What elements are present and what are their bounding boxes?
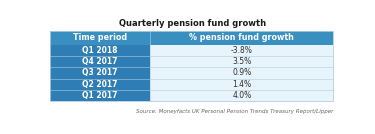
Bar: [50, 31, 333, 101]
Text: Q2 2017: Q2 2017: [82, 80, 118, 89]
Text: % pension fund growth: % pension fund growth: [189, 33, 294, 42]
Bar: [150, 31, 333, 45]
Text: 3.5%: 3.5%: [232, 57, 251, 66]
Text: Source: Moneyfacts UK Personal Pension Trends Treasury Report/Lipper: Source: Moneyfacts UK Personal Pension T…: [136, 109, 333, 114]
Text: Q1 2018: Q1 2018: [82, 46, 118, 55]
Text: Time period: Time period: [73, 33, 127, 42]
Bar: [150, 90, 333, 101]
Bar: [150, 79, 333, 90]
Text: 0.9%: 0.9%: [232, 68, 251, 77]
Bar: [150, 67, 333, 79]
Bar: [50, 90, 150, 101]
Text: Q4 2017: Q4 2017: [82, 57, 118, 66]
Text: Quarterly pension fund growth: Quarterly pension fund growth: [118, 19, 266, 28]
Text: 4.0%: 4.0%: [232, 91, 251, 100]
Bar: [50, 56, 150, 67]
Bar: [50, 79, 150, 90]
Bar: [50, 31, 150, 45]
Bar: [50, 45, 150, 56]
Bar: [150, 45, 333, 56]
Text: -3.8%: -3.8%: [231, 46, 253, 55]
Bar: [50, 67, 150, 79]
Text: 1.4%: 1.4%: [232, 80, 251, 89]
Text: Q1 2017: Q1 2017: [82, 91, 118, 100]
Text: Q3 2017: Q3 2017: [82, 68, 118, 77]
Bar: [150, 56, 333, 67]
